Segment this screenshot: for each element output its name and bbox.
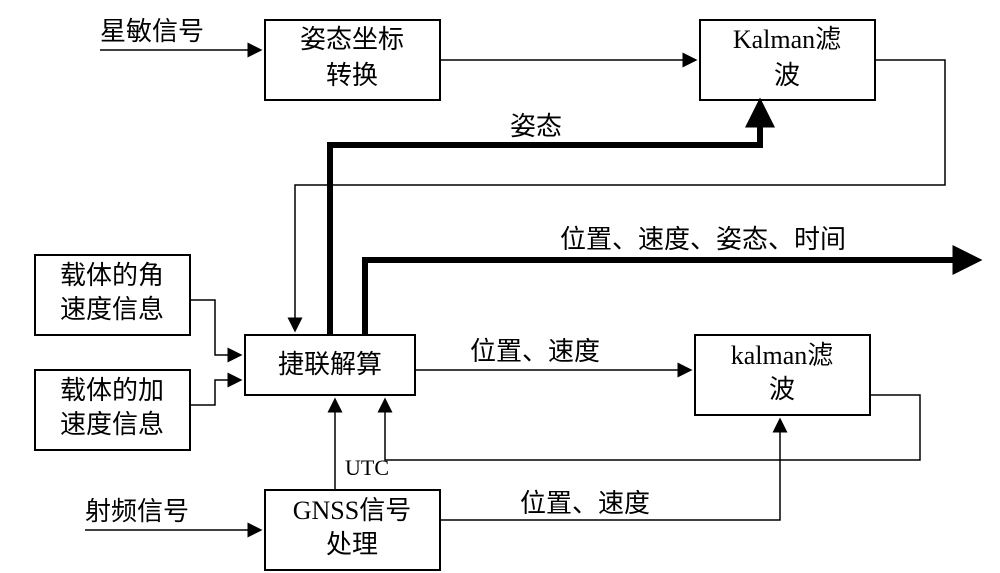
edge-sins-to-output-label: 位置、速度、姿态、时间 — [560, 225, 846, 254]
block-kalman-bottom-l2: 波 — [769, 375, 795, 404]
edge-sins-to-output — [365, 260, 975, 335]
block-kalman-top-l1: Kalman滤 — [733, 25, 841, 54]
input-star-label: 星敏信号 — [100, 17, 204, 46]
input-angular-rate-l1: 载体的角 — [60, 261, 164, 290]
block-kalman-top-l2: 波 — [774, 61, 800, 90]
edge-sins-to-kalman1-label: 姿态 — [510, 112, 562, 141]
block-gnss-l1: GNSS信号 — [293, 496, 411, 525]
edge-angrate-to-sins — [190, 300, 240, 355]
edge-gnss-to-sins-label: UTC — [345, 455, 389, 480]
input-rf-label: 射频信号 — [85, 497, 189, 526]
block-attitude-conversion-l1: 姿态坐标 — [300, 25, 404, 54]
block-sins-label: 捷联解算 — [278, 350, 382, 379]
diagram-canvas: 姿态坐标 转换 Kalman滤 波 载体的角 速度信息 载体的加 速度信息 捷联… — [0, 0, 1000, 573]
edge-sins-to-kalman2-label: 位置、速度 — [470, 337, 600, 366]
block-attitude-conversion-l2: 转换 — [326, 61, 378, 90]
input-acceleration-l1: 载体的加 — [60, 376, 164, 405]
edge-accel-to-sins — [190, 380, 240, 405]
edge-gnss-to-kalman2-label: 位置、速度 — [520, 489, 650, 518]
block-gnss-l2: 处理 — [326, 530, 378, 559]
input-angular-rate-l2: 速度信息 — [60, 295, 164, 324]
block-kalman-bottom-l1: kalman滤 — [731, 341, 834, 370]
input-acceleration-l2: 速度信息 — [60, 410, 164, 439]
